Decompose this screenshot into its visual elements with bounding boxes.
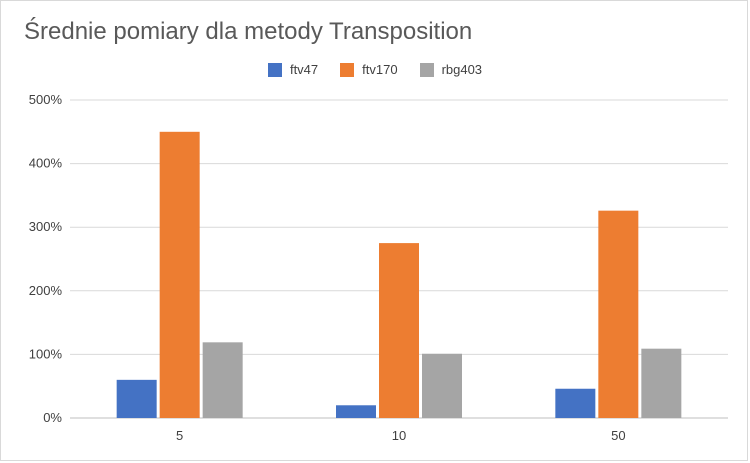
legend-swatch-ftv47 (267, 62, 282, 77)
legend-item-rbg403: rbg403 (419, 62, 483, 77)
y-tick-label: 0% (43, 410, 62, 425)
y-tick-label: 400% (29, 156, 63, 171)
bar-rbg403-5 (202, 342, 243, 418)
x-tick-label: 10 (392, 428, 406, 443)
bar-rbg403-10 (422, 353, 462, 418)
bar-ftv47-10 (336, 405, 376, 418)
bar-ftv47-50 (555, 388, 596, 418)
bar-ftv170-5 (159, 131, 200, 419)
bar-rbg403-50 (641, 348, 682, 418)
legend-swatch-ftv170 (340, 62, 355, 77)
legend: ftv47 ftv170 rbg403 (0, 62, 750, 77)
y-tick-label: 100% (29, 346, 63, 361)
legend-item-ftv47: ftv47 (267, 62, 319, 77)
legend-swatch-rbg403 (419, 62, 434, 77)
chart-title: Średnie pomiary dla metody Transposition (24, 18, 473, 45)
x-tick-label: 50 (611, 428, 625, 443)
legend-item-ftv170: ftv170 (340, 62, 398, 77)
legend-label-ftv170: ftv170 (362, 62, 398, 77)
y-tick-label: 300% (29, 219, 63, 234)
bar-ftv170-50 (598, 210, 639, 418)
legend-label-rbg403: rbg403 (441, 62, 483, 77)
bar-ftv47-5 (116, 379, 157, 418)
y-tick-label: 200% (29, 283, 63, 298)
y-tick-label: 500% (29, 92, 63, 107)
bar-ftv170-10 (379, 243, 419, 418)
legend-label-ftv47: ftv47 (289, 62, 319, 77)
x-tick-label: 5 (176, 428, 183, 443)
